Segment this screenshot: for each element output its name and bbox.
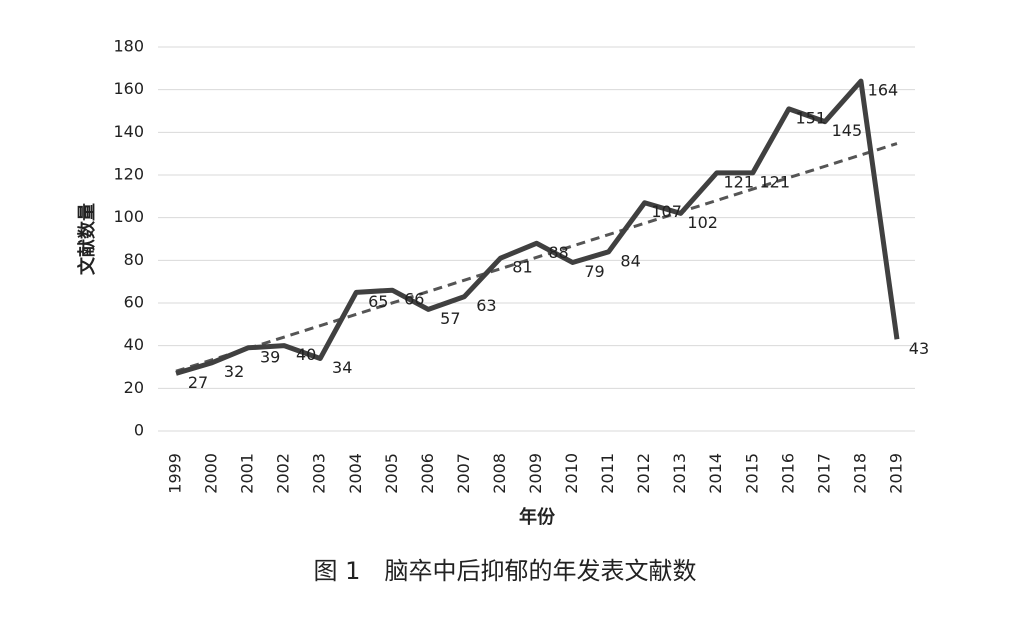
y-axis-title: 文献数量 — [76, 203, 98, 275]
data-label: 121 — [760, 172, 791, 191]
y-tick-label: 120 — [113, 165, 144, 184]
x-tick-label: 2017 — [814, 453, 833, 494]
data-label: 27 — [188, 373, 208, 392]
x-tick-label: 2011 — [598, 453, 617, 494]
data-label: 66 — [404, 290, 424, 309]
x-tick-label: 2010 — [562, 453, 581, 494]
y-tick-label: 180 — [113, 37, 144, 56]
x-tick-label: 2019 — [886, 453, 905, 494]
data-label: 151 — [796, 108, 827, 127]
x-tick-label: 2000 — [202, 453, 221, 494]
x-tick-label: 2014 — [706, 453, 725, 494]
data-label: 57 — [440, 309, 460, 328]
x-tick-label: 2018 — [850, 453, 869, 494]
data-line — [175, 78, 900, 376]
data-label: 34 — [332, 358, 352, 377]
data-label: 79 — [584, 262, 604, 281]
x-tick-label: 2013 — [670, 453, 689, 494]
trend-line — [175, 142, 898, 373]
y-tick-label: 140 — [113, 122, 144, 141]
data-label: 32 — [224, 362, 244, 381]
y-tick-label: 60 — [124, 293, 144, 312]
x-tick-label: 2005 — [382, 453, 401, 494]
x-tick-label: 2001 — [238, 453, 257, 494]
data-label: 63 — [476, 296, 496, 315]
data-label: 107 — [651, 202, 682, 221]
data-label: 88 — [548, 243, 568, 262]
y-tick-label: 100 — [113, 207, 144, 226]
x-tick-label: 1999 — [166, 453, 185, 494]
y-tick-label: 0 — [134, 421, 144, 440]
x-tick-label: 2009 — [526, 453, 545, 494]
y-tick-label: 20 — [124, 378, 144, 397]
y-tick-label: 80 — [124, 250, 144, 269]
chart-title: 图 1 脑卒中后抑郁的年发表文献数 — [314, 557, 697, 585]
x-tick-label: 2003 — [310, 453, 329, 494]
x-tick-label: 2004 — [346, 453, 365, 494]
x-axis-title: 年份 — [519, 506, 556, 528]
data-label: 145 — [832, 121, 863, 140]
data-label: 43 — [909, 339, 929, 358]
data-label: 39 — [260, 347, 280, 366]
y-tick-label: 40 — [124, 335, 144, 354]
x-tick-label: 2008 — [490, 453, 509, 494]
data-label: 40 — [296, 345, 316, 364]
x-tick-label: 2002 — [274, 453, 293, 494]
x-tick-label: 2012 — [634, 453, 653, 494]
x-tick-label: 2006 — [418, 453, 437, 494]
x-tick-label: 2007 — [454, 453, 473, 494]
data-label: 164 — [868, 81, 899, 100]
data-label: 65 — [368, 292, 388, 311]
data-label: 121 — [723, 172, 754, 191]
y-tick-label: 160 — [113, 79, 144, 98]
data-label: 102 — [687, 213, 718, 232]
x-tick-label: 2016 — [778, 453, 797, 494]
data-label: 84 — [620, 251, 640, 270]
data-label: 81 — [512, 258, 532, 277]
x-tick-label: 2015 — [742, 453, 761, 494]
